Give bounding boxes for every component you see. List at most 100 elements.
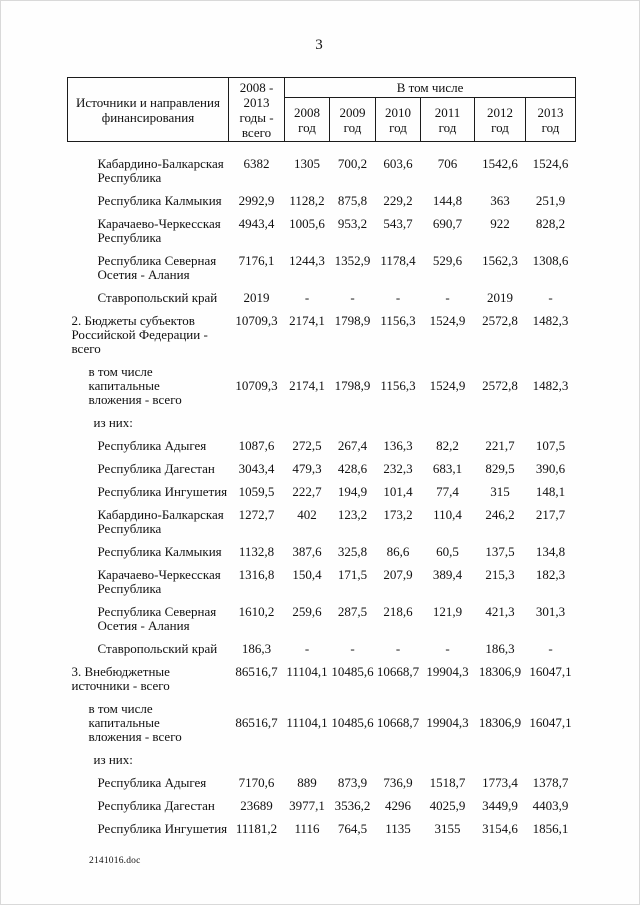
cell-value: 953,2: [337, 216, 368, 231]
table-row: 3. Внебюджетные источники - всего 86516,7…: [68, 661, 576, 698]
row-label: Ставропольский край: [97, 641, 218, 656]
cell-value: 2019: [243, 290, 270, 305]
cell-value: 10485,6: [331, 664, 374, 679]
table-row: Республика Адыгея 1087,6 272,5 267,4 136,3 82…: [68, 435, 576, 458]
cell-value: 110,4: [433, 507, 462, 522]
table-header: Источники и направления финансирования 2…: [67, 77, 577, 142]
cell-value: 267,4: [337, 438, 368, 453]
cell-value: 1305: [294, 156, 320, 171]
cell-value: 18306,9: [478, 664, 522, 679]
cell-value: -: [445, 641, 450, 656]
cell-value: 1005,6: [289, 216, 325, 231]
cell-value: 1156,3: [380, 313, 416, 328]
cell-value: 2174,1: [289, 313, 325, 328]
table-row: из них:: [68, 412, 576, 435]
cell-value: 251,9: [535, 193, 566, 208]
row-label: Республика Дагестан: [97, 798, 215, 813]
cell-value: [376, 749, 421, 772]
cell-value: 11181,2: [235, 821, 278, 836]
cell-value: 217,7: [535, 507, 566, 522]
table-row: Кабардино-Балкарская Республика 6382 1305 7…: [68, 142, 576, 191]
cell-value: 186,3: [241, 641, 272, 656]
cell-value: 107,5: [535, 438, 566, 453]
table-row: Республика Калмыкия 2992,9 1128,2 875,8 229,…: [68, 190, 576, 213]
cell-value: 246,2: [485, 507, 515, 522]
cell-value: 479,3: [292, 461, 322, 476]
cell-value: 690,7: [432, 216, 463, 231]
table-row: Республика Ингушетия 1059,5 222,7 194,9 101,…: [68, 481, 576, 504]
cell-value: [285, 412, 330, 435]
row-label: Кабардино-Балкарская Республика: [97, 507, 224, 536]
cell-value: 16047,1: [529, 664, 572, 679]
cell-value: 121,9: [432, 604, 463, 619]
cell-value: 1128,2: [289, 193, 325, 208]
cell-value: 1518,7: [429, 775, 466, 790]
cell-value: [475, 749, 526, 772]
cell-value: 389,4: [432, 567, 463, 582]
cell-value: 1562,3: [482, 253, 518, 268]
page-number: 3: [315, 37, 323, 53]
table-body: Кабардино-Балкарская Республика 6382 1305 7…: [68, 142, 576, 842]
cell-value: 173,2: [383, 507, 413, 522]
row-label: в том числе капитальные вложения - всего: [88, 701, 182, 744]
cell-value: 2572,8: [482, 378, 518, 393]
cell-value: 3449,9: [482, 798, 518, 813]
cell-value: 171,5: [337, 567, 368, 582]
cell-value: 363: [490, 193, 510, 208]
cell-value: 222,7: [292, 484, 322, 499]
cell-value: 1524,9: [429, 378, 466, 393]
row-label: из них:: [93, 415, 133, 430]
table-row: Ставропольский край 2019 - - - - 2019 -: [68, 287, 576, 310]
cell-value: 387,6: [292, 544, 322, 559]
cell-value: 144,8: [432, 193, 463, 208]
cell-value: 301,3: [535, 604, 566, 619]
cell-value: 1116: [294, 821, 320, 836]
cell-value: 123,2: [337, 507, 368, 522]
cell-value: [421, 749, 475, 772]
cell-value: [421, 412, 475, 435]
cell-value: 148,1: [535, 484, 566, 499]
cell-value: 23689: [240, 798, 273, 813]
row-label: Республика Калмыкия: [97, 544, 222, 559]
cell-value: -: [395, 290, 401, 305]
cell-value: 3977,1: [289, 798, 325, 813]
cell-value: 134,8: [535, 544, 566, 559]
cell-value: 86516,7: [235, 715, 278, 730]
row-label: 3. Внебюджетные источники - всего: [71, 664, 170, 693]
table-row: Карачаево-Черкесская Республика 1316,8 150…: [68, 564, 576, 601]
cell-value: 2019: [487, 290, 513, 305]
cell-value: 3154,6: [482, 821, 518, 836]
cell-value: 137,5: [485, 544, 515, 559]
cell-value: 82,2: [436, 438, 459, 453]
cell-value: 421,3: [485, 604, 515, 619]
financing-table: Источники и направления финансирования 2…: [67, 77, 577, 842]
cell-value: 272,5: [292, 438, 322, 453]
cell-value: 529,6: [432, 253, 463, 268]
cell-value: 390,6: [535, 461, 566, 476]
cell-value: [285, 749, 330, 772]
cell-value: 207,9: [383, 567, 413, 582]
cell-value: 19904,3: [426, 715, 469, 730]
cell-value: 1178,4: [380, 253, 416, 268]
row-label: Республика Северная Осетия - Алания: [97, 253, 217, 282]
header-years-row: 2008 год 2009 год 2010 год 2011 год 2012 год…: [68, 97, 577, 142]
cell-value: 922: [490, 216, 510, 231]
row-label: Республика Калмыкия: [97, 193, 222, 208]
cell-value: [229, 749, 285, 772]
cell-value: 18306,9: [478, 715, 522, 730]
table-row: Карачаево-Черкесская Республика 4943,4 100…: [68, 213, 576, 250]
table-row: из них:: [68, 749, 576, 772]
cell-value: 10485,6: [331, 715, 374, 730]
cell-value: 4296: [385, 798, 411, 813]
cell-value: -: [350, 290, 355, 305]
cell-value: 4025,9: [429, 798, 466, 813]
cell-value: 1156,3: [380, 378, 416, 393]
cell-value: -: [548, 641, 553, 656]
cell-value: 315: [490, 484, 510, 499]
cell-value: 11104,1: [286, 664, 328, 679]
cell-value: 194,9: [337, 484, 368, 499]
cell-value: 2992,9: [238, 193, 275, 208]
cell-value: 259,6: [292, 604, 322, 619]
cell-value: 1272,7: [238, 507, 275, 522]
